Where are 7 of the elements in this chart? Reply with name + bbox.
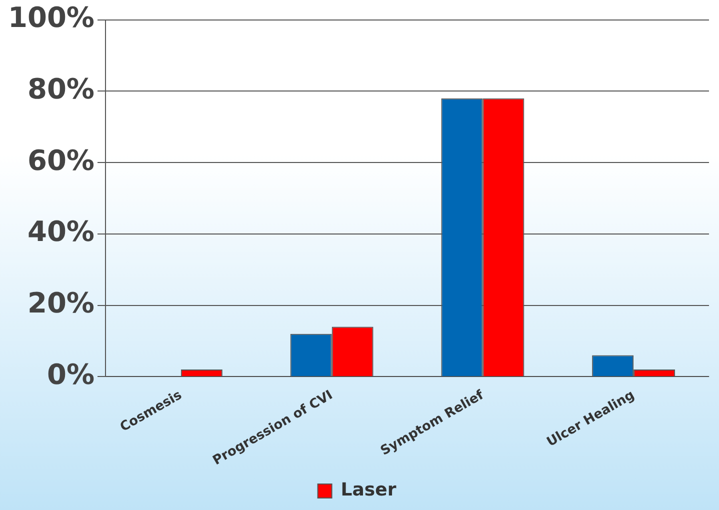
y-tick-label: 80% bbox=[27, 72, 94, 106]
y-tick-label: 40% bbox=[27, 215, 94, 248]
legend-label: Laser bbox=[340, 480, 396, 501]
y-tick-label: 20% bbox=[27, 286, 94, 320]
y-tick-label: 0% bbox=[46, 358, 94, 391]
y-tick-label: 60% bbox=[27, 144, 94, 177]
y-tick-label: 100% bbox=[8, 1, 94, 34]
